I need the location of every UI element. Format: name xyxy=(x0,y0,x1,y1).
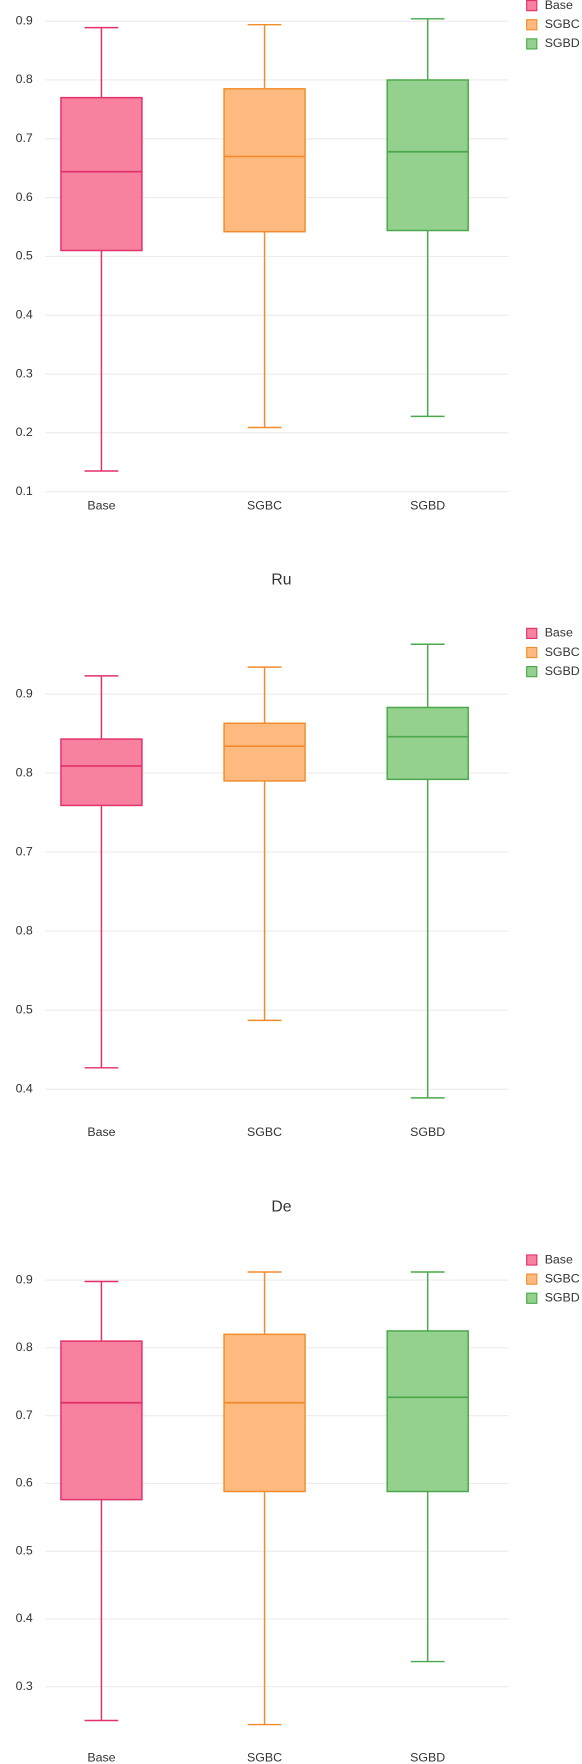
legend-swatch xyxy=(526,1273,538,1285)
y-tick-label: 0.1 xyxy=(16,484,33,498)
y-tick-label: 0.8 xyxy=(16,923,33,937)
x-tick-label: SGBD xyxy=(410,499,445,513)
y-tick-label: 0.4 xyxy=(16,1611,33,1625)
y-tick-label: 0.6 xyxy=(16,190,33,204)
x-tick-label: SGBC xyxy=(247,499,282,513)
y-tick-label: 0.2 xyxy=(16,425,33,439)
y-tick-label: 0.5 xyxy=(16,1002,33,1016)
x-tick-label: SGBC xyxy=(247,1125,282,1139)
legend-label: SGBC xyxy=(545,1271,580,1285)
y-tick-label: 0.3 xyxy=(16,1679,33,1693)
y-tick-label: 0.9 xyxy=(16,686,33,700)
legend-label: SGBD xyxy=(545,1291,580,1305)
y-tick-label: 0.9 xyxy=(16,1272,33,1286)
x-tick-label: SGBD xyxy=(410,1751,445,1764)
box xyxy=(60,1340,143,1501)
y-tick-label: 0.4 xyxy=(16,1081,33,1095)
y-tick-label: 0.5 xyxy=(16,1543,33,1557)
legend-label: Base xyxy=(545,0,573,12)
legend-swatch xyxy=(526,38,538,50)
legend-swatch xyxy=(526,627,538,639)
x-tick-label: Base xyxy=(87,1751,115,1764)
box xyxy=(60,96,143,252)
y-tick-label: 0.8 xyxy=(16,765,33,779)
legend-swatch xyxy=(526,646,538,659)
chart-title: De xyxy=(271,1198,291,1215)
legend-swatch xyxy=(526,1254,538,1266)
y-tick-label: 0.7 xyxy=(16,844,33,858)
legend-label: SGBC xyxy=(545,645,580,659)
legend-swatch xyxy=(526,19,538,31)
x-tick-label: Base xyxy=(87,1125,115,1139)
y-tick-label: 0.5 xyxy=(16,249,33,263)
y-tick-label: 0.7 xyxy=(16,131,33,145)
y-tick-label: 0.7 xyxy=(16,1408,33,1422)
legend-swatch xyxy=(526,1292,538,1304)
y-tick-label: 0.4 xyxy=(16,307,33,321)
y-tick-label: 0.3 xyxy=(16,366,33,380)
box xyxy=(60,738,143,807)
box xyxy=(223,1333,306,1493)
legend-label: Base xyxy=(545,1252,573,1266)
box xyxy=(386,706,469,781)
legend-swatch xyxy=(526,0,538,12)
legend-label: SGBC xyxy=(545,17,580,31)
box xyxy=(223,722,306,782)
y-tick-label: 0.8 xyxy=(16,72,33,86)
legend-label: Base xyxy=(545,626,573,640)
chart-title: Ru xyxy=(271,572,291,589)
box xyxy=(223,88,306,233)
legend-label: SGBD xyxy=(545,36,580,50)
x-tick-label: SGBD xyxy=(410,1125,445,1139)
x-tick-label: SGBC xyxy=(247,1751,282,1764)
y-tick-label: 0.9 xyxy=(16,13,33,27)
box xyxy=(386,1330,469,1493)
legend-label: SGBD xyxy=(545,664,580,678)
x-tick-label: Base xyxy=(87,499,115,513)
y-tick-label: 0.6 xyxy=(16,1476,33,1490)
legend-swatch xyxy=(526,666,538,678)
y-tick-label: 0.8 xyxy=(16,1340,33,1354)
box xyxy=(386,79,469,232)
